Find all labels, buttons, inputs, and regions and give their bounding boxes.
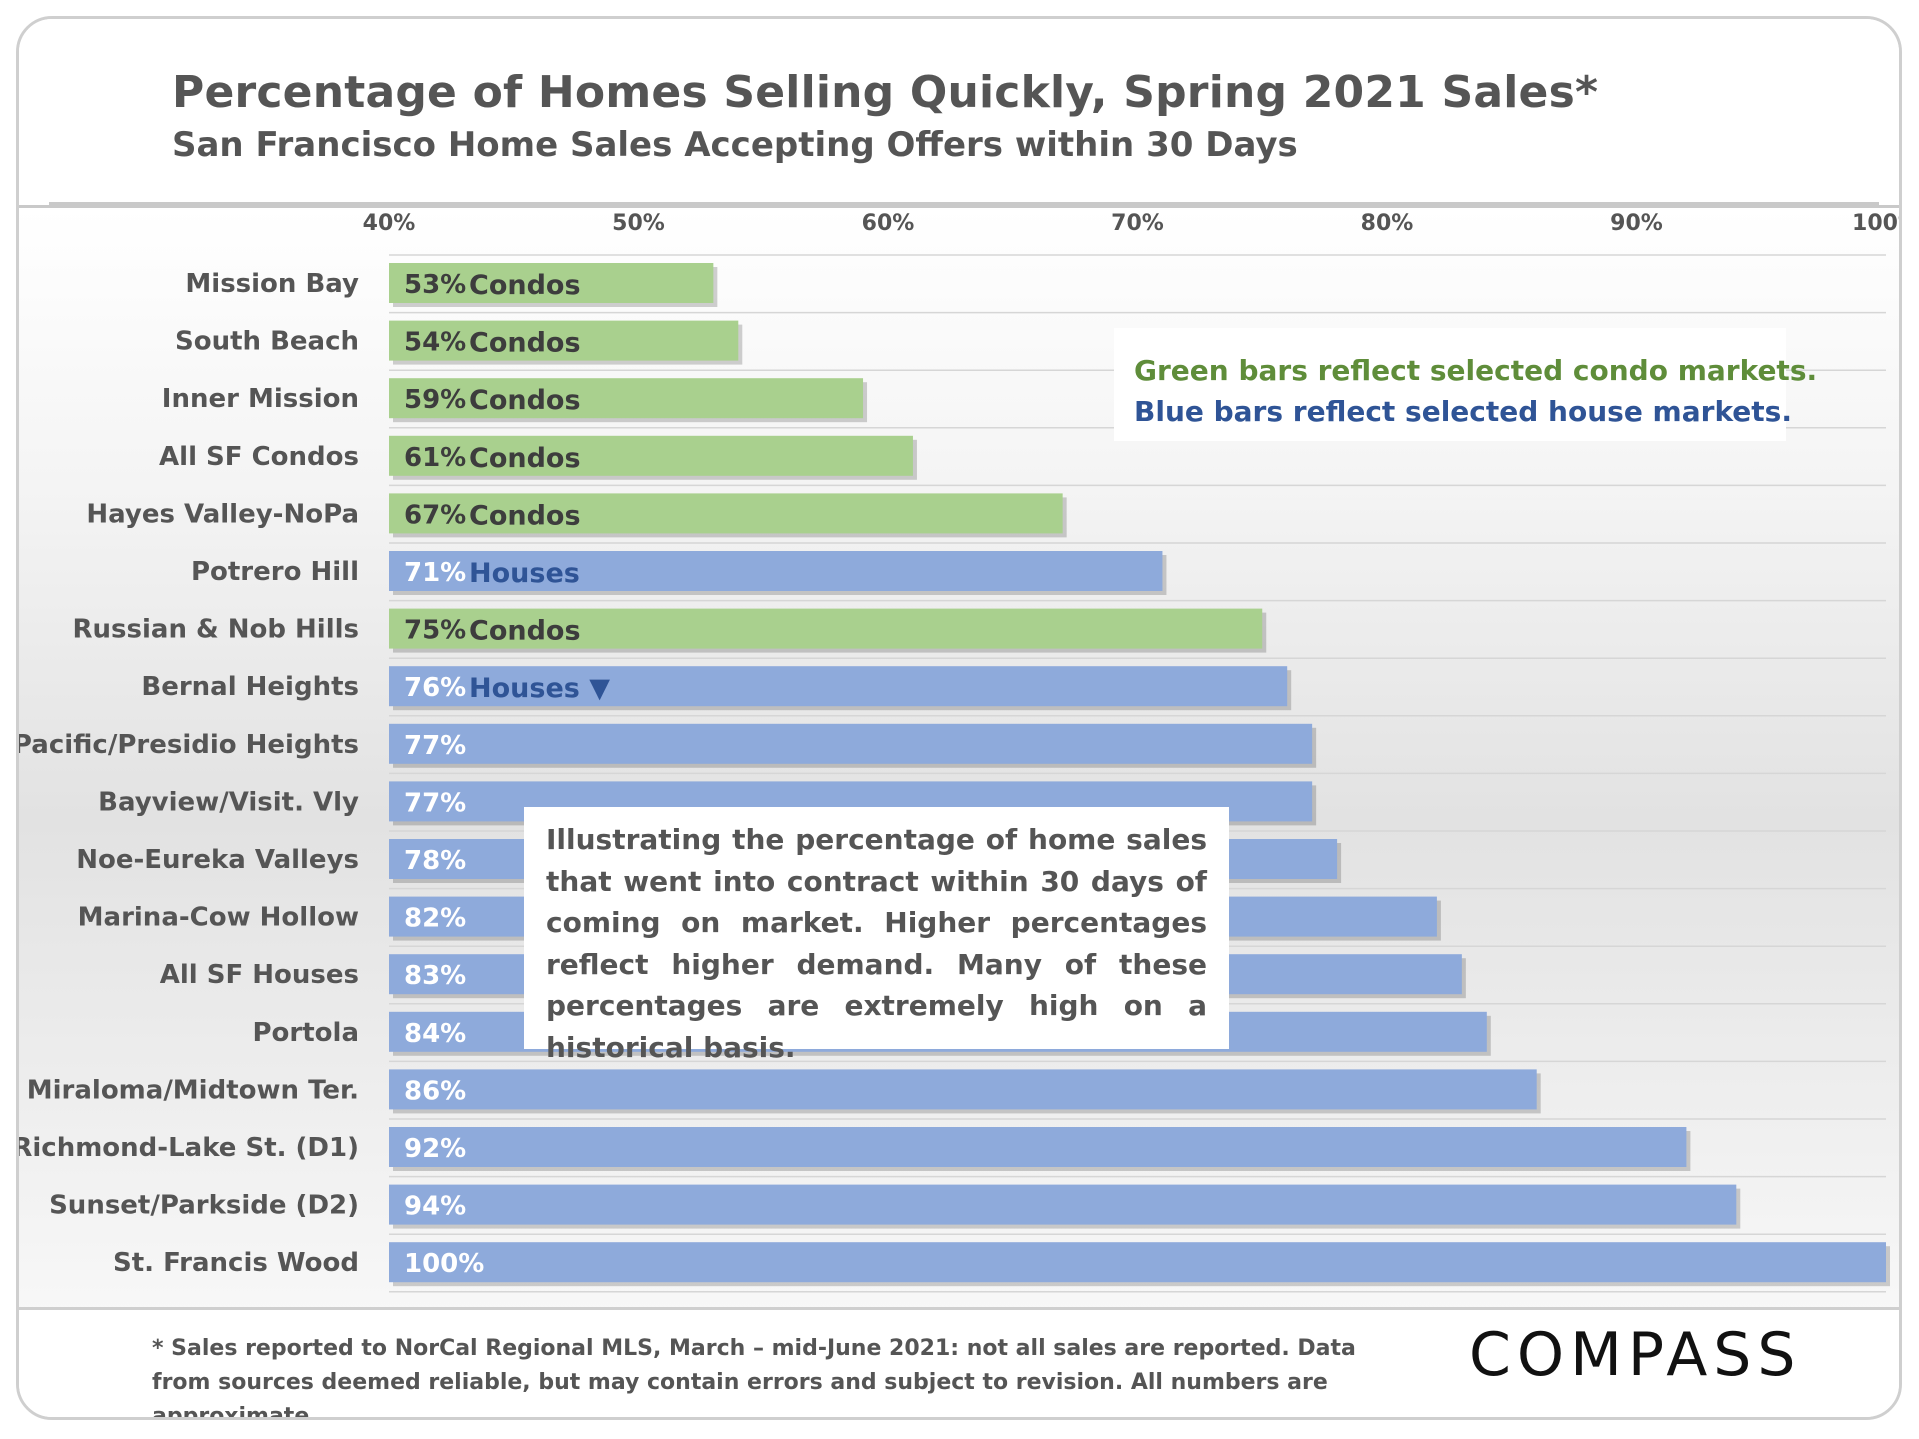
x-tick-label: 100% (1852, 211, 1899, 236)
bar-value-label: 61% (404, 443, 466, 473)
bar (389, 320, 739, 361)
bar-value-label: 86% (404, 1076, 466, 1106)
category-label: Miraloma/Midtown Ter. (27, 1075, 359, 1105)
footnote-text: * Sales reported to NorCal Regional MLS,… (152, 1336, 1356, 1420)
category-label: Pacific/Presidio Heights (19, 730, 359, 760)
bar-value-label: 84% (404, 1019, 466, 1049)
category-label: Mission Bay (185, 269, 359, 299)
category-label: All SF Condos (159, 442, 359, 472)
bar (389, 1242, 1886, 1283)
legend-house-text: Blue bars reflect selected house markets… (1134, 395, 1792, 428)
category-label: Potrero Hill (191, 557, 359, 587)
chart-subtitle: San Francisco Home Sales Accepting Offer… (172, 125, 1298, 165)
bar-value-label: 94% (404, 1192, 466, 1222)
bar-type-label: Condos (469, 385, 581, 416)
bar (389, 1184, 1737, 1225)
compass-logo: COMPASS (1469, 1320, 1802, 1390)
category-label: Richmond-Lake St. (D1) (19, 1133, 359, 1163)
bar-value-label: 54% (404, 328, 466, 358)
category-label: Noe-Eureka Valleys (76, 845, 359, 875)
legend-box: Green bars reflect selected condo market… (1114, 328, 1818, 441)
category-label: St. Francis Wood (113, 1248, 359, 1278)
bar-value-label: 83% (404, 961, 466, 991)
bar-type-label: Condos (469, 328, 581, 359)
chart-title: Percentage of Homes Selling Quickly, Spr… (172, 67, 1599, 118)
bar-value-label: 53% (404, 270, 466, 300)
chart-header: Percentage of Homes Selling Quickly, Spr… (19, 19, 1899, 205)
bar-value-label: 67% (404, 500, 466, 530)
x-tick-label: 50% (612, 211, 665, 236)
category-label: Bayview/Visit. Vly (98, 787, 359, 817)
bar (389, 493, 1063, 534)
bar-value-label: 77% (404, 731, 466, 761)
legend-condo-text: Green bars reflect selected condo market… (1134, 354, 1818, 387)
category-label: Inner Mission (162, 384, 359, 414)
bar-type-label: Condos (469, 270, 581, 301)
bar (389, 378, 864, 419)
chart-card: Percentage of Homes Selling Quickly, Spr… (16, 16, 1902, 1420)
bar-value-label: 100% (404, 1249, 484, 1279)
category-label: Hayes Valley-NoPa (86, 499, 359, 529)
header-divider (49, 202, 1879, 205)
bar-type-label: Houses (469, 558, 580, 589)
x-tick-label: 60% (862, 211, 915, 236)
bar-value-label: 71% (404, 558, 466, 588)
category-label: Russian & Nob Hills (73, 615, 359, 645)
category-label: Marina-Cow Hollow (78, 903, 359, 933)
x-tick-label: 80% (1361, 211, 1414, 236)
bar-value-label: 75% (404, 616, 466, 646)
category-label: Bernal Heights (141, 672, 359, 702)
bar-type-label: Condos (469, 616, 581, 647)
x-tick-label: 40% (363, 211, 416, 236)
bar-chart: 40%50%60%70%80%90%100%Mission Bay53%Cond… (19, 211, 1899, 1293)
category-label: All SF Houses (160, 960, 359, 990)
footer: * Sales reported to NorCal Regional MLS,… (19, 1307, 1899, 1417)
bar-value-label: 76% (404, 673, 466, 703)
bar-value-label: 82% (404, 904, 466, 934)
bar (389, 608, 1263, 649)
bar-value-label: 78% (404, 846, 466, 876)
bar (389, 666, 1288, 707)
annotation-text: Illustrating the percentage of home sale… (546, 823, 1207, 1064)
bar-value-label: 92% (404, 1134, 466, 1164)
bar-value-label: 77% (404, 788, 466, 818)
x-tick-label: 90% (1610, 211, 1663, 236)
bar-type-label: Condos (469, 500, 581, 531)
bar (389, 723, 1313, 764)
bar (389, 435, 913, 476)
bar-value-label: 59% (404, 385, 466, 415)
bar (389, 263, 714, 303)
category-label: South Beach (175, 327, 359, 357)
x-tick-label: 70% (1111, 211, 1164, 236)
bar (389, 1127, 1687, 1167)
bar (389, 1069, 1537, 1110)
bar (389, 551, 1163, 591)
category-label: Sunset/Parkside (D2) (49, 1191, 359, 1221)
bar-type-label: Condos (469, 443, 581, 474)
bar-type-label: Houses ▼ (469, 673, 610, 704)
category-label: Portola (253, 1018, 360, 1048)
annotation-box: Illustrating the percentage of home sale… (524, 807, 1229, 1064)
